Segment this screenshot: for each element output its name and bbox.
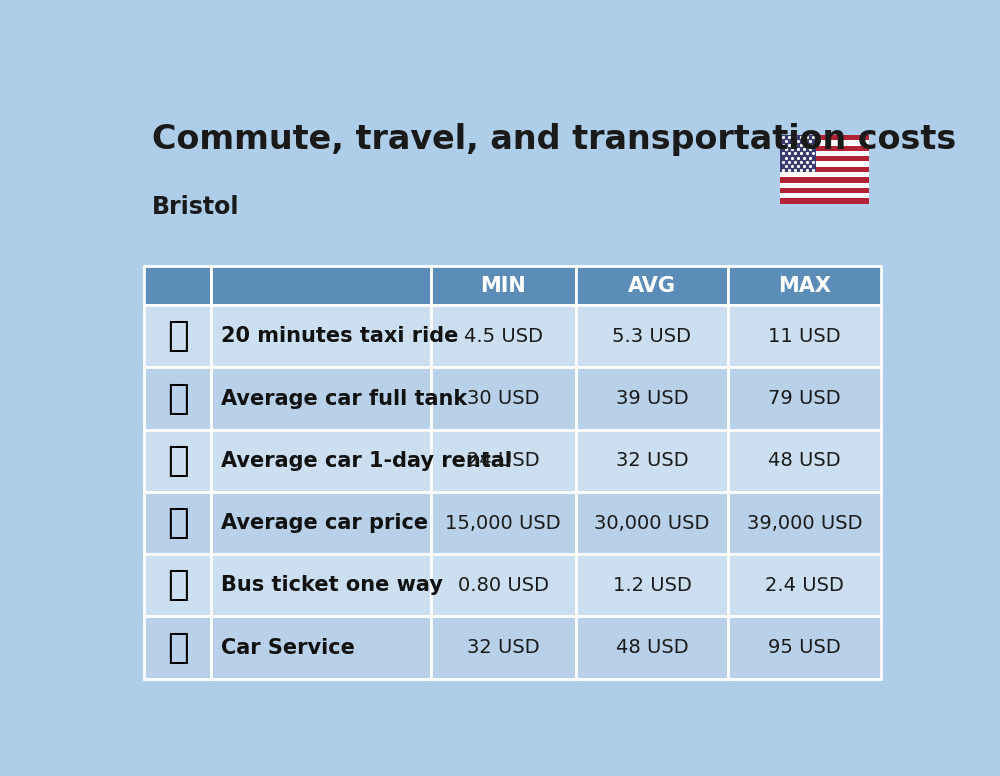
FancyBboxPatch shape [144,492,211,554]
Text: 20 minutes taxi ride: 20 minutes taxi ride [221,327,458,346]
Text: 🚌: 🚌 [167,568,189,602]
Text: 48 USD: 48 USD [768,452,841,470]
Text: 79 USD: 79 USD [768,389,841,408]
Text: 0.80 USD: 0.80 USD [458,576,549,595]
FancyBboxPatch shape [728,266,881,305]
Text: 30 USD: 30 USD [467,389,539,408]
Text: 4.5 USD: 4.5 USD [464,327,543,346]
Text: 32 USD: 32 USD [616,452,688,470]
Text: 15,000 USD: 15,000 USD [445,514,561,532]
Text: 95 USD: 95 USD [768,638,841,657]
Text: 24 USD: 24 USD [467,452,540,470]
FancyBboxPatch shape [144,554,211,616]
FancyBboxPatch shape [780,182,869,188]
FancyBboxPatch shape [780,135,816,172]
Text: ⛽: ⛽ [167,382,189,416]
FancyBboxPatch shape [211,368,431,430]
FancyBboxPatch shape [144,616,211,679]
FancyBboxPatch shape [431,492,576,554]
FancyBboxPatch shape [576,305,728,368]
FancyBboxPatch shape [431,305,576,368]
FancyBboxPatch shape [576,492,728,554]
Text: Bus ticket one way: Bus ticket one way [221,575,442,595]
Text: 32 USD: 32 USD [467,638,540,657]
FancyBboxPatch shape [211,616,431,679]
FancyBboxPatch shape [431,368,576,430]
FancyBboxPatch shape [780,135,869,203]
Text: 🚗: 🚗 [167,506,189,540]
FancyBboxPatch shape [780,135,869,140]
FancyBboxPatch shape [780,199,869,203]
FancyBboxPatch shape [780,188,869,193]
Text: Average car full tank: Average car full tank [221,389,467,409]
FancyBboxPatch shape [211,266,431,305]
FancyBboxPatch shape [780,172,869,177]
FancyBboxPatch shape [431,430,576,492]
FancyBboxPatch shape [576,616,728,679]
FancyBboxPatch shape [431,554,576,616]
FancyBboxPatch shape [728,305,881,368]
Text: MAX: MAX [778,275,831,296]
FancyBboxPatch shape [576,554,728,616]
FancyBboxPatch shape [144,368,211,430]
FancyBboxPatch shape [576,430,728,492]
FancyBboxPatch shape [728,368,881,430]
FancyBboxPatch shape [780,193,869,199]
FancyBboxPatch shape [780,161,869,167]
Text: 48 USD: 48 USD [616,638,688,657]
FancyBboxPatch shape [780,177,869,182]
FancyBboxPatch shape [211,430,431,492]
FancyBboxPatch shape [211,554,431,616]
Text: 2.4 USD: 2.4 USD [765,576,844,595]
Text: 30,000 USD: 30,000 USD [594,514,710,532]
Text: Car Service: Car Service [221,638,354,657]
Text: 🚗: 🚗 [167,631,189,664]
Text: AVG: AVG [628,275,676,296]
Text: 39,000 USD: 39,000 USD [747,514,862,532]
FancyBboxPatch shape [780,151,869,156]
FancyBboxPatch shape [211,305,431,368]
FancyBboxPatch shape [431,616,576,679]
FancyBboxPatch shape [728,616,881,679]
Text: 5.3 USD: 5.3 USD [612,327,691,346]
Text: 🚕: 🚕 [167,320,189,353]
Text: MIN: MIN [480,275,526,296]
FancyBboxPatch shape [211,492,431,554]
FancyBboxPatch shape [780,167,869,172]
FancyBboxPatch shape [728,554,881,616]
FancyBboxPatch shape [780,140,869,146]
FancyBboxPatch shape [144,266,211,305]
Text: 🚙: 🚙 [167,444,189,478]
Text: Commute, travel, and transportation costs: Commute, travel, and transportation cost… [152,123,956,156]
FancyBboxPatch shape [125,93,900,691]
FancyBboxPatch shape [728,430,881,492]
Text: 11 USD: 11 USD [768,327,841,346]
FancyBboxPatch shape [144,430,211,492]
FancyBboxPatch shape [728,492,881,554]
FancyBboxPatch shape [144,263,881,266]
FancyBboxPatch shape [780,146,869,151]
FancyBboxPatch shape [576,266,728,305]
FancyBboxPatch shape [576,368,728,430]
Text: 39 USD: 39 USD [616,389,688,408]
Text: Average car price: Average car price [221,513,428,533]
FancyBboxPatch shape [780,156,869,161]
FancyBboxPatch shape [144,305,211,368]
Text: Average car 1-day rental: Average car 1-day rental [221,451,511,471]
FancyBboxPatch shape [431,266,576,305]
Text: Bristol: Bristol [152,195,240,219]
Text: 1.2 USD: 1.2 USD [613,576,691,595]
